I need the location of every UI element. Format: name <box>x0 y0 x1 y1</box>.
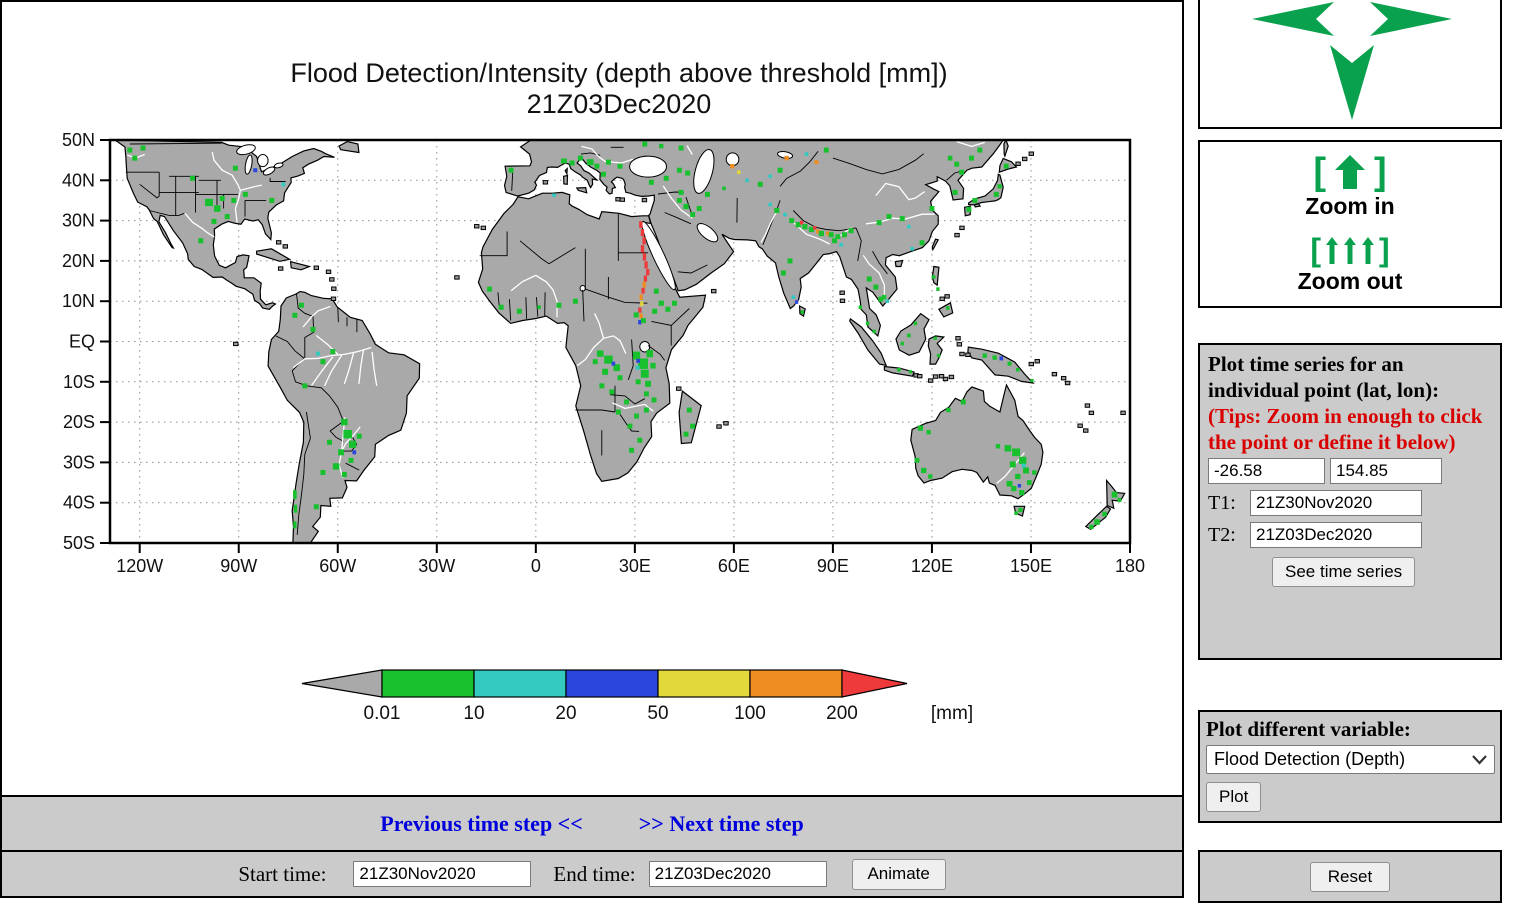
next-time-step-link[interactable]: >> Next time step <box>638 810 804 836</box>
reset-panel: Reset <box>1198 850 1502 903</box>
pan-arrows <box>1252 2 1452 120</box>
borders-layer <box>125 142 965 535</box>
flood-map[interactable]: Flood Detection/Intensity (depth above t… <box>2 2 1182 795</box>
map-title: Flood Detection/Intensity (depth above t… <box>290 58 947 88</box>
time-step-nav-bar: Previous time step << >> Next time step <box>0 797 1184 850</box>
previous-time-step-link[interactable]: Previous time step << <box>380 810 583 836</box>
lon-axis-label: 0 <box>531 556 541 576</box>
colorbar: 0.01 10 20 50 100 200 [mm] <box>301 669 973 724</box>
plot-button[interactable]: Plot <box>1206 782 1262 812</box>
pan-down-arrow-icon[interactable] <box>1330 45 1374 120</box>
lon-axis-label: 30W <box>418 556 455 576</box>
lat-axis-label: 30N <box>62 211 95 231</box>
animate-button[interactable]: Animate <box>851 858 946 890</box>
lat-axis-label: 20N <box>62 251 95 271</box>
zoom-in-control[interactable]: [ ] <box>1313 153 1386 191</box>
animation-controls-bar: Start time: End time: Animate <box>0 850 1184 898</box>
zoom-control-panel: [ ] Zoom in [ ] Zoom out <box>1198 140 1502 308</box>
zoom-out-bracket-right: ] <box>1379 232 1390 268</box>
t1-label: T1: <box>1208 491 1236 514</box>
colorbar-tick-label: 100 <box>734 703 766 724</box>
zoom-in-bracket-left: [ <box>1313 151 1326 193</box>
latitude-input[interactable] <box>1208 458 1325 484</box>
lat-axis-label: 50S <box>63 533 95 553</box>
lon-axis-label: 120E <box>911 556 953 576</box>
variable-panel: Plot different variable: Flood Detection… <box>1198 710 1502 823</box>
reset-button[interactable]: Reset <box>1310 861 1390 892</box>
lat-axis-label: EQ <box>69 332 95 352</box>
lon-axis-label: 60E <box>718 556 750 576</box>
lat-axis-label: 30S <box>63 452 95 472</box>
lon-axis-label: 180 <box>1115 556 1145 576</box>
map-title-timestamp: 21Z03Dec2020 <box>527 89 712 119</box>
zoom-in-bracket-right: ] <box>1374 151 1387 193</box>
end-time-label: End time: <box>553 861 636 886</box>
lon-axis-label: 90W <box>220 556 257 576</box>
variable-select-value: Flood Detection (Depth) <box>1214 749 1406 769</box>
colorbar-tick-label: 200 <box>826 703 858 724</box>
axes-layer: 50N 40N 30N 20N 10N EQ 10S 20S 30S 40S 50S 120W 90W 6… <box>62 130 1145 576</box>
variable-select[interactable]: Flood Detection (Depth) <box>1206 745 1495 774</box>
timeseries-heading: Plot time series for an individual point… <box>1208 352 1440 402</box>
zoom-out-bracket-left: [ <box>1310 232 1321 268</box>
lat-axis-label: 20S <box>63 412 95 432</box>
zoom-out-arrow-icon-3 <box>1362 236 1374 264</box>
lat-axis-label: 40S <box>63 493 95 513</box>
chevron-down-icon <box>1472 754 1487 765</box>
zoom-out-label[interactable]: Zoom out <box>1297 268 1403 294</box>
zoom-out-control[interactable]: [ ] <box>1310 234 1389 266</box>
colorbar-unit-label: [mm] <box>931 703 973 724</box>
flood-marks-layer <box>127 141 1122 530</box>
pan-control-panel <box>1198 0 1502 129</box>
pan-right-arrow-icon[interactable] <box>1370 2 1452 36</box>
colorbar-tick-label: 50 <box>647 703 668 724</box>
lon-axis-label: 90E <box>817 556 849 576</box>
lat-axis-label: 40N <box>62 170 95 190</box>
see-time-series-button[interactable]: See time series <box>1272 557 1416 587</box>
lakes-layer <box>236 144 794 353</box>
end-time-input[interactable] <box>648 861 827 887</box>
map-panel: Flood Detection/Intensity (depth above t… <box>0 0 1184 797</box>
variable-panel-heading: Plot different variable: <box>1206 717 1411 741</box>
start-time-label: Start time: <box>238 861 327 886</box>
lat-axis-label: 50N <box>62 130 95 150</box>
t2-label: T2: <box>1208 523 1236 546</box>
start-time-input[interactable] <box>353 861 532 887</box>
t1-input[interactable] <box>1250 490 1422 516</box>
colorbar-tick-label: 20 <box>555 703 576 724</box>
colorbar-tick-label: 0.01 <box>364 703 401 724</box>
zoom-in-arrow-icon <box>1335 155 1365 189</box>
zoom-out-arrow-icon-1 <box>1326 236 1338 264</box>
lat-axis-label: 10N <box>62 291 95 311</box>
timeseries-tips: (Tips: Zoom in enough to click the point… <box>1208 404 1483 454</box>
lon-axis-label: 120W <box>116 556 163 576</box>
timeseries-panel: Plot time series for an individual point… <box>1198 343 1502 660</box>
lon-axis-label: 30E <box>619 556 651 576</box>
longitude-input[interactable] <box>1330 458 1442 484</box>
lon-axis-label: 60W <box>319 556 356 576</box>
zoom-in-label[interactable]: Zoom in <box>1305 193 1395 219</box>
zoom-out-arrow-icon-2 <box>1344 236 1356 264</box>
lat-axis-label: 10S <box>63 372 95 392</box>
pan-left-arrow-icon[interactable] <box>1252 2 1334 36</box>
colorbar-tick-label: 10 <box>463 703 484 724</box>
lon-axis-label: 150E <box>1010 556 1052 576</box>
small-islands-layer <box>233 151 1126 433</box>
t2-input[interactable] <box>1250 522 1422 548</box>
